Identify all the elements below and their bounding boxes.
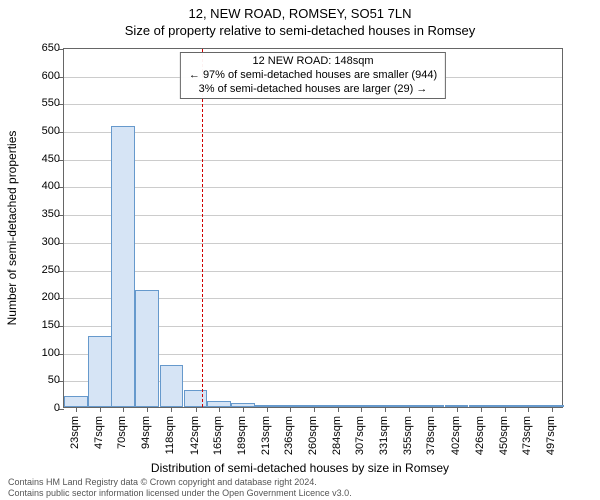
y-tick-label: 350 (20, 208, 60, 220)
histogram-bar (397, 405, 421, 407)
y-axis-label: Number of semi-detached properties (5, 131, 19, 326)
x-axis-label: Distribution of semi-detached houses by … (0, 461, 600, 475)
gridline (64, 132, 562, 133)
y-tick-label: 600 (20, 70, 60, 82)
x-tick-label: 165sqm (212, 416, 224, 460)
histogram-bar (421, 405, 445, 407)
histogram-bar (88, 336, 112, 407)
gridline (64, 160, 562, 161)
x-tick (171, 407, 172, 412)
gridline (64, 187, 562, 188)
x-tick-label: 236sqm (283, 416, 295, 460)
x-tick (123, 407, 124, 412)
x-tick (147, 407, 148, 412)
x-tick-label: 23sqm (69, 416, 81, 460)
histogram-bar (373, 405, 397, 407)
histogram-bar (255, 405, 279, 407)
x-tick-label: 426sqm (474, 416, 486, 460)
x-tick (267, 407, 268, 412)
x-tick-label: 213sqm (260, 416, 272, 460)
plot-area: 12 NEW ROAD: 148sqm ← 97% of semi-detach… (63, 48, 563, 408)
x-tick (196, 407, 197, 412)
x-tick (505, 407, 506, 412)
x-tick-label: 355sqm (402, 416, 414, 460)
histogram-bar (445, 405, 469, 407)
y-tick-label: 450 (20, 153, 60, 165)
y-tick-label: 550 (20, 97, 60, 109)
x-tick-label: 450sqm (498, 416, 510, 460)
x-tick-label: 378sqm (425, 416, 437, 460)
reference-line (202, 49, 203, 407)
histogram-bar (184, 390, 208, 407)
x-tick-label: 307sqm (354, 416, 366, 460)
x-tick (481, 407, 482, 412)
y-tick-label: 500 (20, 125, 60, 137)
histogram-bar (326, 405, 350, 407)
y-tick-label: 400 (20, 180, 60, 192)
gridline (64, 243, 562, 244)
x-tick (338, 407, 339, 412)
x-tick (76, 407, 77, 412)
x-tick (290, 407, 291, 412)
x-tick (361, 407, 362, 412)
x-tick (528, 407, 529, 412)
y-tick-label: 200 (20, 291, 60, 303)
x-tick-label: 402sqm (450, 416, 462, 460)
histogram-bar (207, 401, 231, 407)
annotation-box: 12 NEW ROAD: 148sqm ← 97% of semi-detach… (180, 52, 446, 99)
x-tick (219, 407, 220, 412)
footer-line-1: Contains HM Land Registry data © Crown c… (8, 477, 600, 487)
x-tick (432, 407, 433, 412)
x-tick-label: 94sqm (140, 416, 152, 460)
x-tick-label: 331sqm (378, 416, 390, 460)
title-line-1: 12, NEW ROAD, ROMSEY, SO51 7LN (0, 0, 600, 21)
annotation-line-3: 3% of semi-detached houses are larger (2… (189, 83, 437, 97)
histogram-bar (349, 405, 373, 407)
x-tick-label: 118sqm (164, 416, 176, 460)
figure: 12, NEW ROAD, ROMSEY, SO51 7LN Size of p… (0, 0, 600, 500)
histogram-bar (540, 405, 564, 407)
x-tick (552, 407, 553, 412)
y-tick-label: 100 (20, 347, 60, 359)
histogram-bar (469, 405, 493, 407)
gridline (64, 271, 562, 272)
histogram-bar (64, 396, 88, 407)
histogram-bar (516, 405, 540, 407)
gridline (64, 104, 562, 105)
histogram-bar (278, 405, 302, 407)
histogram-bar (135, 290, 159, 407)
y-tick-label: 300 (20, 236, 60, 248)
y-tick-label: 50 (20, 374, 60, 386)
x-tick-label: 142sqm (189, 416, 201, 460)
y-tick-label: 650 (20, 42, 60, 54)
footer: Contains HM Land Registry data © Crown c… (0, 477, 600, 498)
y-tick-label: 0 (20, 402, 60, 414)
x-tick-label: 70sqm (116, 416, 128, 460)
annotation-line-2: ← 97% of semi-detached houses are smalle… (189, 69, 437, 83)
gridline (64, 215, 562, 216)
histogram-bar (231, 403, 255, 407)
y-tick-label: 250 (20, 264, 60, 276)
title-line-2: Size of property relative to semi-detach… (0, 21, 600, 38)
histogram-bar (160, 365, 184, 407)
x-tick (314, 407, 315, 412)
annotation-line-1: 12 NEW ROAD: 148sqm (189, 55, 437, 69)
x-tick-label: 260sqm (307, 416, 319, 460)
histogram-bar (302, 405, 326, 407)
x-tick (385, 407, 386, 412)
x-tick-label: 47sqm (93, 416, 105, 460)
histogram-bar (493, 405, 517, 407)
x-tick (243, 407, 244, 412)
x-tick-label: 473sqm (521, 416, 533, 460)
x-tick (409, 407, 410, 412)
x-tick (100, 407, 101, 412)
x-tick-label: 189sqm (236, 416, 248, 460)
x-tick (457, 407, 458, 412)
x-tick-label: 497sqm (545, 416, 557, 460)
x-tick-label: 284sqm (331, 416, 343, 460)
footer-line-2: Contains public sector information licen… (8, 488, 600, 498)
histogram-bar (111, 126, 135, 407)
y-tick-label: 150 (20, 319, 60, 331)
